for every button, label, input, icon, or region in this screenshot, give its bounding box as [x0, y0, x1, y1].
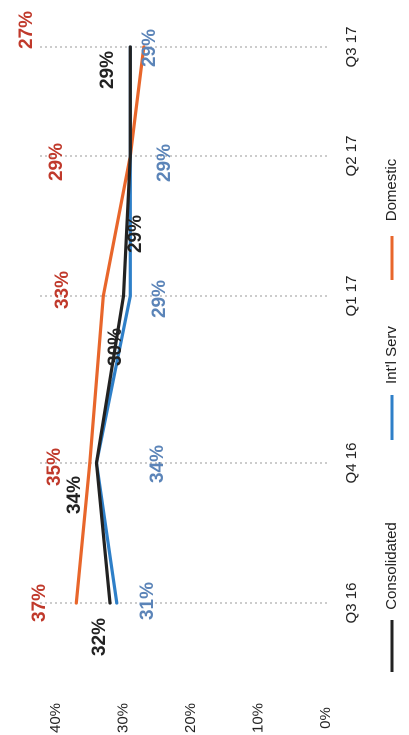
legend-label-domestic: Domestic [383, 158, 400, 221]
data-label-domestic: 35% [44, 448, 65, 486]
x-category-label: Q4 16 [343, 443, 360, 484]
legend-label-consolidated: Consolidated [383, 522, 400, 610]
x-category-label: Q3 17 [343, 27, 360, 68]
x-category-label: Q1 17 [343, 276, 360, 317]
data-label-int-l-serv: 31% [137, 582, 158, 620]
y-tick-label: 20% [182, 703, 199, 733]
data-labels: 32% 34% 30% 29% 29% 31% 34% 29% 29% 29% 37% 35% 33% 2… [16, 11, 175, 656]
y-tick-label: 30% [114, 703, 131, 733]
series-lines [74, 45, 146, 605]
gridlines [40, 46, 330, 604]
y-tick-label: 40% [47, 703, 64, 733]
x-axis-categories: Q3 16 Q4 16 Q1 17 Q2 17 Q3 17 [343, 27, 360, 624]
data-label-int-l-serv: 29% [139, 29, 160, 67]
series-line-consolidated [94, 45, 132, 605]
series-line-domestic [74, 45, 146, 605]
data-label-domestic: 37% [29, 584, 50, 622]
data-label-int-l-serv: 29% [154, 144, 175, 182]
data-label-int-l-serv: 34% [147, 445, 168, 483]
y-tick-label: 0% [317, 707, 334, 729]
data-label-domestic: 27% [16, 11, 37, 49]
legend-label-int-l-serv: Int'l Serv [383, 326, 400, 384]
data-label-int-l-serv: 29% [149, 280, 170, 318]
data-label-consolidated: 32% [89, 618, 110, 656]
y-tick-label: 10% [249, 703, 266, 733]
x-category-label: Q3 16 [343, 583, 360, 624]
data-label-consolidated: 29% [125, 215, 146, 253]
x-category-label: Q2 17 [343, 136, 360, 177]
data-label-domestic: 29% [46, 143, 67, 181]
y-axis-ticks: 0% 10% 20% 30% 40% [47, 703, 334, 733]
data-label-consolidated: 34% [64, 476, 85, 514]
data-label-consolidated: 30% [105, 328, 126, 366]
legend: Consolidated Int'l Serv Domestic [383, 158, 400, 672]
data-label-domestic: 33% [52, 271, 73, 309]
data-label-consolidated: 29% [97, 51, 118, 89]
